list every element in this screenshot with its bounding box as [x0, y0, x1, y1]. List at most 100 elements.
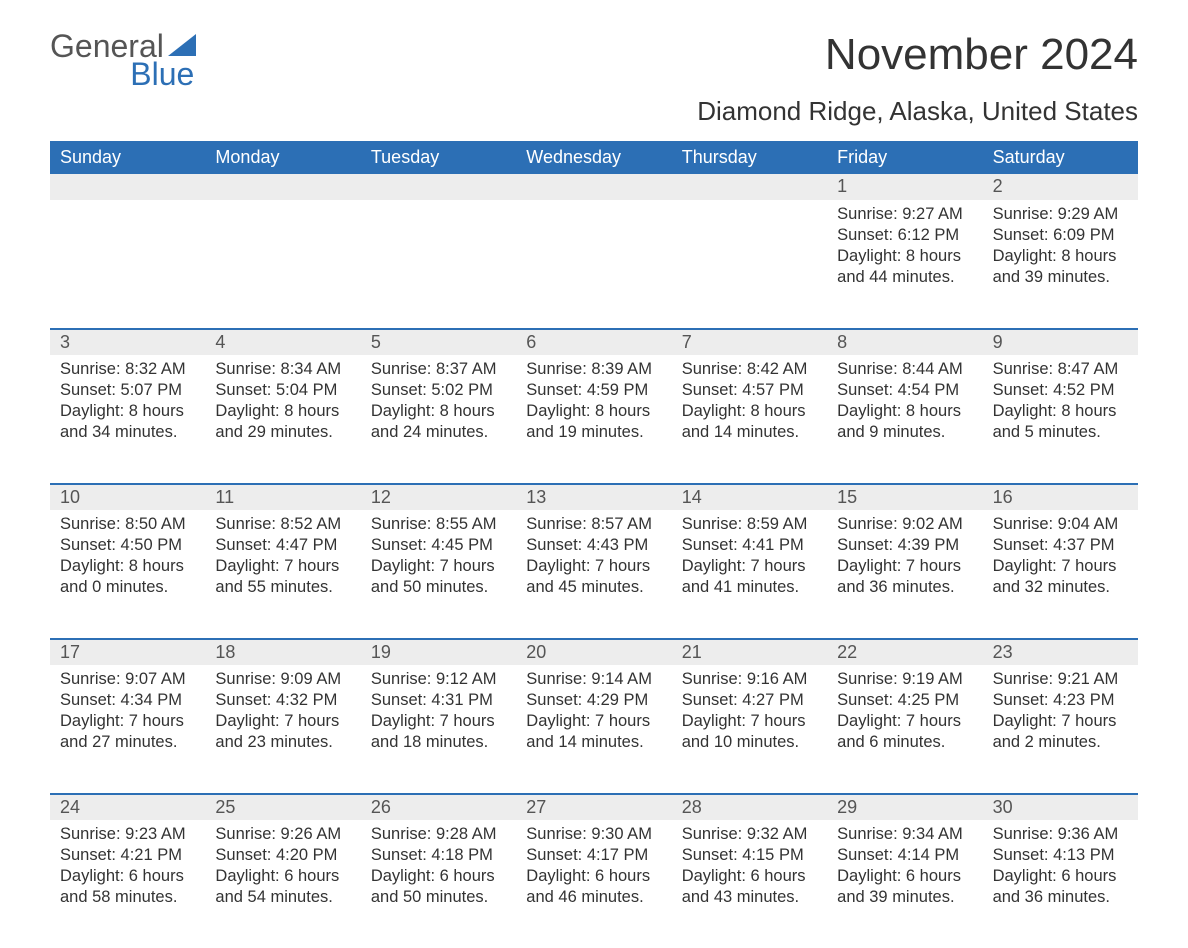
calendar-cell: Sunrise: 9:32 AMSunset: 4:15 PMDaylight:… — [672, 820, 827, 948]
day-detail-line: Sunset: 4:39 PM — [837, 535, 972, 556]
day-number: 20 — [516, 640, 671, 665]
day-detail-line: Sunset: 5:02 PM — [371, 380, 506, 401]
day-detail-line: Daylight: 8 hours — [526, 401, 661, 422]
day-number: 4 — [205, 330, 360, 355]
day-detail-line: Sunrise: 9:14 AM — [526, 669, 661, 690]
dow-header: Monday — [205, 141, 360, 174]
day-detail-line: Sunset: 4:15 PM — [682, 845, 817, 866]
day-detail-line: Sunrise: 9:12 AM — [371, 669, 506, 690]
day-detail-line: Daylight: 7 hours — [60, 711, 195, 732]
calendar-cell: Sunrise: 9:27 AMSunset: 6:12 PMDaylight:… — [827, 200, 982, 328]
day-detail-line: and 54 minutes. — [215, 887, 350, 908]
calendar-cell: Sunrise: 9:26 AMSunset: 4:20 PMDaylight:… — [205, 820, 360, 948]
day-detail-line: Sunrise: 8:32 AM — [60, 359, 195, 380]
location-label: Diamond Ridge, Alaska, United States — [50, 96, 1138, 127]
day-number: 19 — [361, 640, 516, 665]
day-detail-line: Daylight: 7 hours — [682, 556, 817, 577]
day-details: Sunrise: 9:36 AMSunset: 4:13 PMDaylight:… — [983, 820, 1138, 920]
day-detail-line: and 14 minutes. — [682, 422, 817, 443]
day-details: Sunrise: 8:32 AMSunset: 5:07 PMDaylight:… — [50, 355, 205, 455]
day-detail-line: and 34 minutes. — [60, 422, 195, 443]
day-detail-line: Sunset: 4:25 PM — [837, 690, 972, 711]
day-detail-line: Sunrise: 9:34 AM — [837, 824, 972, 845]
day-details: Sunrise: 8:37 AMSunset: 5:02 PMDaylight:… — [361, 355, 516, 455]
day-detail-line: Daylight: 8 hours — [60, 556, 195, 577]
day-number: 27 — [516, 795, 671, 820]
calendar-cell: Sunrise: 8:44 AMSunset: 4:54 PMDaylight:… — [827, 355, 982, 483]
day-detail-line: Sunrise: 8:59 AM — [682, 514, 817, 535]
header: General Blue November 2024 — [50, 30, 1138, 90]
day-details: Sunrise: 9:28 AMSunset: 4:18 PMDaylight:… — [361, 820, 516, 920]
day-details: Sunrise: 9:34 AMSunset: 4:14 PMDaylight:… — [827, 820, 982, 920]
day-number: 9 — [983, 330, 1138, 355]
calendar-cell: Sunrise: 9:29 AMSunset: 6:09 PMDaylight:… — [983, 200, 1138, 328]
dow-header: Tuesday — [361, 141, 516, 174]
day-detail-line: Sunrise: 9:02 AM — [837, 514, 972, 535]
calendar-cell: Sunrise: 8:57 AMSunset: 4:43 PMDaylight:… — [516, 510, 671, 638]
day-detail-line: Sunset: 4:54 PM — [837, 380, 972, 401]
day-detail-line: Sunrise: 8:47 AM — [993, 359, 1128, 380]
day-detail-line: Sunrise: 8:57 AM — [526, 514, 661, 535]
logo: General Blue — [50, 30, 196, 90]
logo-text-block: General Blue — [50, 30, 196, 90]
calendar-cell — [205, 200, 360, 328]
day-details: Sunrise: 8:42 AMSunset: 4:57 PMDaylight:… — [672, 355, 827, 455]
day-number: 3 — [50, 330, 205, 355]
calendar-cell: Sunrise: 8:52 AMSunset: 4:47 PMDaylight:… — [205, 510, 360, 638]
day-number: 5 — [361, 330, 516, 355]
calendar-cell: Sunrise: 9:28 AMSunset: 4:18 PMDaylight:… — [361, 820, 516, 948]
day-number: 23 — [983, 640, 1138, 665]
day-detail-line: Daylight: 6 hours — [215, 866, 350, 887]
day-detail-line: and 32 minutes. — [993, 577, 1128, 598]
day-number — [50, 174, 205, 200]
day-detail-line: Sunrise: 9:32 AM — [682, 824, 817, 845]
calendar-cell: Sunrise: 9:04 AMSunset: 4:37 PMDaylight:… — [983, 510, 1138, 638]
day-detail-line: and 0 minutes. — [60, 577, 195, 598]
calendar-cell: Sunrise: 9:09 AMSunset: 4:32 PMDaylight:… — [205, 665, 360, 793]
calendar-cell: Sunrise: 9:23 AMSunset: 4:21 PMDaylight:… — [50, 820, 205, 948]
day-details: Sunrise: 8:39 AMSunset: 4:59 PMDaylight:… — [516, 355, 671, 455]
day-number: 15 — [827, 485, 982, 510]
day-detail-line: Sunset: 4:41 PM — [682, 535, 817, 556]
day-detail-line: Sunrise: 9:19 AM — [837, 669, 972, 690]
month-title: November 2024 — [825, 30, 1138, 80]
calendar-cell: Sunrise: 9:36 AMSunset: 4:13 PMDaylight:… — [983, 820, 1138, 948]
calendar-cell: Sunrise: 9:16 AMSunset: 4:27 PMDaylight:… — [672, 665, 827, 793]
day-detail-line: Sunrise: 9:16 AM — [682, 669, 817, 690]
day-detail-line: Sunset: 4:27 PM — [682, 690, 817, 711]
calendar-cell: Sunrise: 8:32 AMSunset: 5:07 PMDaylight:… — [50, 355, 205, 483]
day-detail-line: Sunset: 4:47 PM — [215, 535, 350, 556]
day-detail-line: and 10 minutes. — [682, 732, 817, 753]
day-detail-line: and 46 minutes. — [526, 887, 661, 908]
day-details: Sunrise: 8:55 AMSunset: 4:45 PMDaylight:… — [361, 510, 516, 610]
day-detail-line: Daylight: 7 hours — [682, 711, 817, 732]
day-number: 11 — [205, 485, 360, 510]
calendar-cell: Sunrise: 9:19 AMSunset: 4:25 PMDaylight:… — [827, 665, 982, 793]
day-detail-line: and 50 minutes. — [371, 577, 506, 598]
calendar-cell — [516, 200, 671, 328]
day-detail-line: Sunrise: 9:27 AM — [837, 204, 972, 225]
day-detail-line: Daylight: 6 hours — [993, 866, 1128, 887]
dow-header: Saturday — [983, 141, 1138, 174]
day-detail-line: Sunset: 5:04 PM — [215, 380, 350, 401]
dow-header: Sunday — [50, 141, 205, 174]
calendar-cell: Sunrise: 8:42 AMSunset: 4:57 PMDaylight:… — [672, 355, 827, 483]
day-detail-line: Daylight: 8 hours — [215, 401, 350, 422]
day-detail-line: Sunset: 4:23 PM — [993, 690, 1128, 711]
day-detail-line: Sunrise: 8:52 AM — [215, 514, 350, 535]
dow-header: Friday — [827, 141, 982, 174]
day-detail-line: Sunrise: 9:30 AM — [526, 824, 661, 845]
day-number: 22 — [827, 640, 982, 665]
day-detail-line: Sunrise: 9:23 AM — [60, 824, 195, 845]
day-detail-line: and 9 minutes. — [837, 422, 972, 443]
calendar-cell — [50, 200, 205, 328]
day-details: Sunrise: 9:14 AMSunset: 4:29 PMDaylight:… — [516, 665, 671, 765]
day-detail-line: and 14 minutes. — [526, 732, 661, 753]
day-details: Sunrise: 8:47 AMSunset: 4:52 PMDaylight:… — [983, 355, 1138, 455]
day-details: Sunrise: 9:19 AMSunset: 4:25 PMDaylight:… — [827, 665, 982, 765]
day-number: 29 — [827, 795, 982, 820]
day-details: Sunrise: 8:59 AMSunset: 4:41 PMDaylight:… — [672, 510, 827, 610]
day-detail-line: Daylight: 8 hours — [993, 246, 1128, 267]
day-details: Sunrise: 8:44 AMSunset: 4:54 PMDaylight:… — [827, 355, 982, 455]
day-number — [205, 174, 360, 200]
